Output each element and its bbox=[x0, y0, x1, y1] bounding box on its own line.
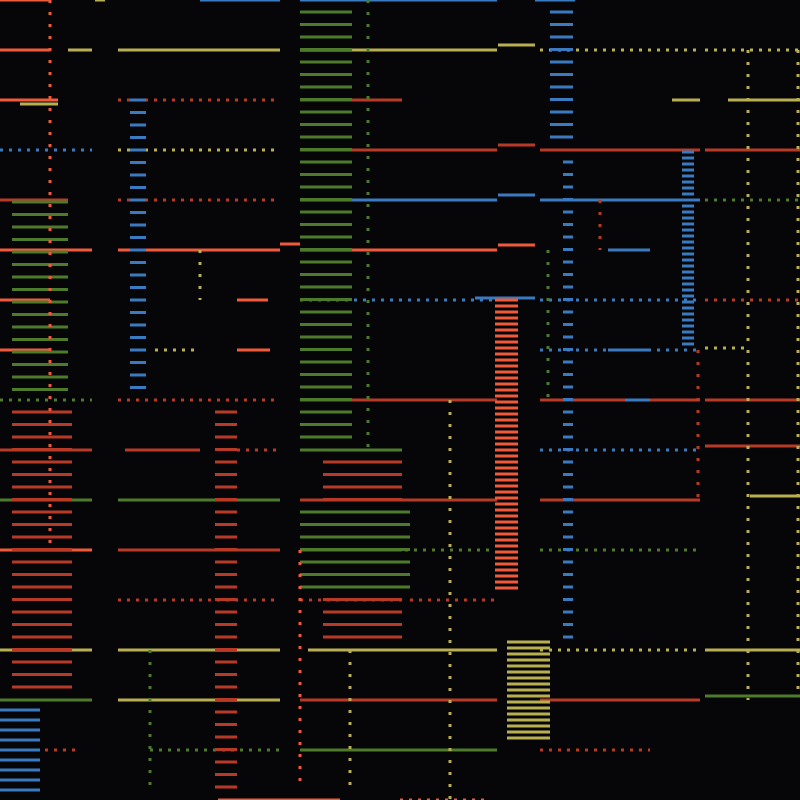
generative-artwork bbox=[0, 0, 800, 800]
